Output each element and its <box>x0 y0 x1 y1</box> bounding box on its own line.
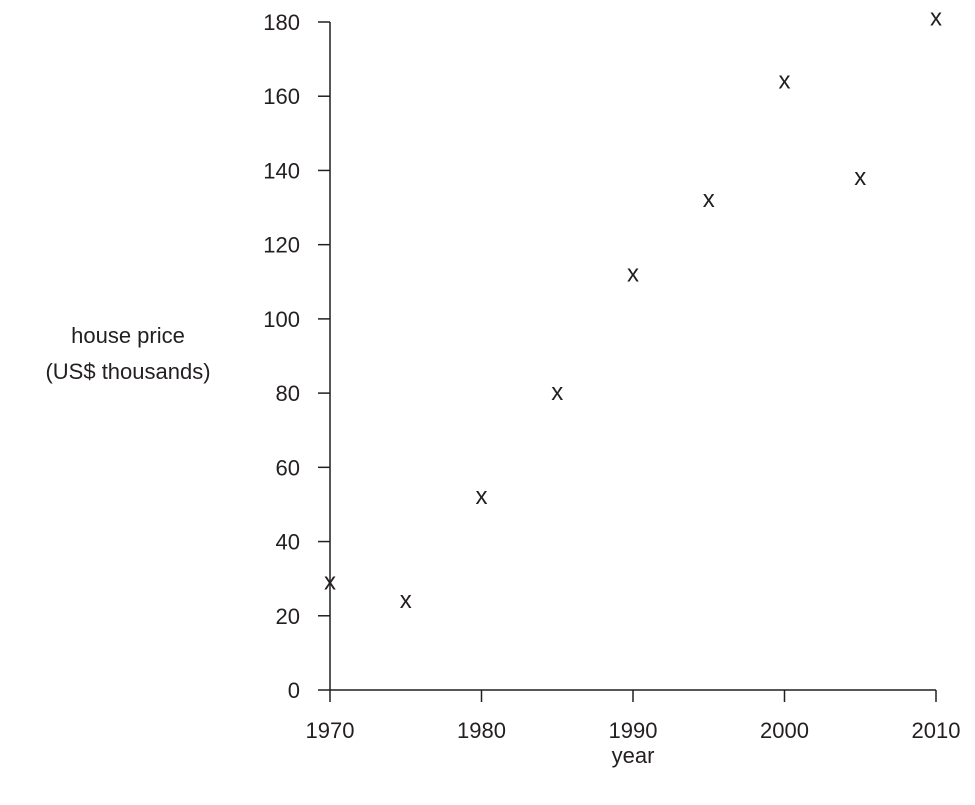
x-tick-label: 2000 <box>760 718 809 743</box>
x-tick-label: 2010 <box>912 718 961 743</box>
x-axis-ticks: 1970 1980 1990 2000 2010 <box>306 690 961 743</box>
data-point-marker: x <box>854 164 866 191</box>
y-tick-label: 120 <box>263 233 300 258</box>
y-axis-ticks: 0 20 40 60 80 100 120 140 160 180 <box>263 10 330 703</box>
data-point-marker: x <box>779 67 791 94</box>
axes <box>329 22 936 691</box>
data-point-marker: x <box>324 568 336 595</box>
x-tick-label: 1970 <box>306 718 355 743</box>
x-axis-title: year <box>612 743 655 768</box>
data-point-marker: x <box>627 260 639 287</box>
y-axis-title-line-2: (US$ thousands) <box>45 359 210 384</box>
x-tick-label: 1980 <box>457 718 506 743</box>
y-tick-label: 40 <box>276 530 300 555</box>
data-point-marker: x <box>703 186 715 213</box>
y-tick-label: 160 <box>263 84 300 109</box>
y-axis-title-line-1: house price <box>71 323 185 348</box>
y-tick-label: 20 <box>276 604 300 629</box>
y-tick-label: 80 <box>276 381 300 406</box>
y-tick-label: 140 <box>263 158 300 183</box>
data-point-marker: x <box>400 587 412 614</box>
data-point-marker: x <box>476 483 488 510</box>
data-point-marker: x <box>930 4 942 31</box>
data-point-marker: x <box>551 379 563 406</box>
y-tick-label: 60 <box>276 455 300 480</box>
y-tick-label: 100 <box>263 307 300 332</box>
x-tick-label: 1990 <box>609 718 658 743</box>
data-points: x x x x x x x x x <box>324 4 942 614</box>
y-tick-label: 0 <box>288 678 300 703</box>
y-tick-label: 180 <box>263 10 300 35</box>
